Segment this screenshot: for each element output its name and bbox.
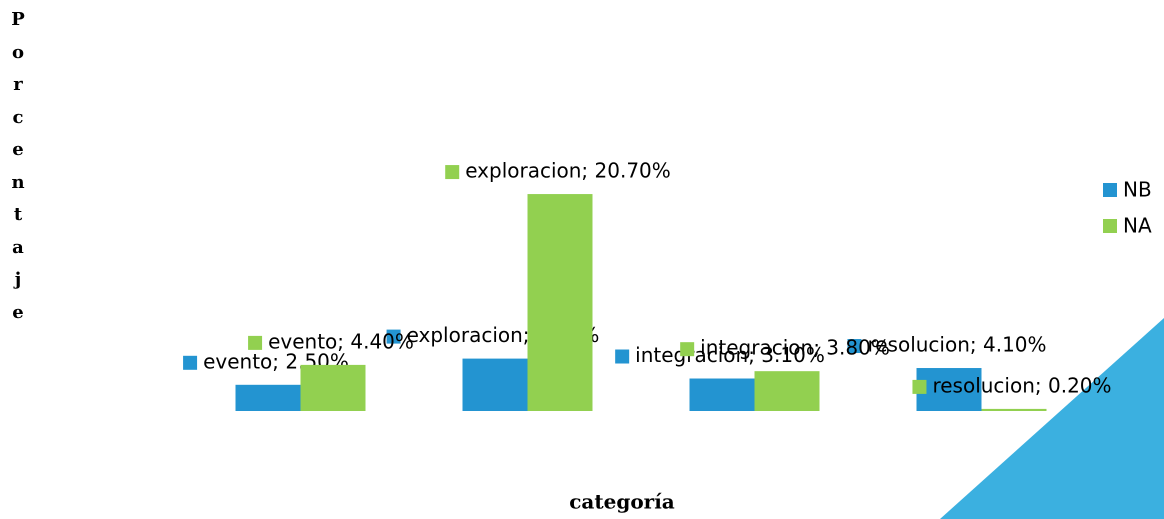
data-label: integracion; 3.80%	[700, 336, 890, 360]
data-label: exploracion; 20.70%	[465, 159, 671, 183]
y-axis-label: Porcentaje	[11, 9, 25, 323]
legend-swatch	[1103, 183, 1117, 197]
bar	[235, 384, 301, 411]
x-axis-label: categoría	[569, 490, 675, 514]
data-label-key	[912, 379, 927, 394]
data-label-key	[847, 339, 862, 354]
bar	[754, 371, 820, 411]
data-label-key	[615, 349, 630, 364]
legend-label: NA	[1123, 214, 1152, 238]
data-label: resolucion; 4.10%	[867, 333, 1046, 357]
decoration	[940, 318, 1164, 519]
bar	[527, 194, 593, 411]
legend-swatch	[1103, 219, 1117, 233]
data-label: integracion; 3.10%	[635, 343, 825, 367]
bar	[462, 358, 528, 411]
bar	[689, 378, 755, 411]
data-label-key	[680, 342, 695, 357]
legend-label: NB	[1123, 178, 1152, 202]
data-label-key	[386, 329, 401, 344]
data-label-key	[248, 335, 263, 350]
bar	[916, 368, 982, 411]
data-label-key	[183, 355, 198, 370]
data-label-key	[445, 165, 460, 180]
data-label: evento; 4.40%	[268, 329, 414, 353]
data-label: resolucion; 0.20%	[932, 373, 1111, 397]
bar	[300, 364, 366, 411]
bar	[981, 408, 1047, 411]
